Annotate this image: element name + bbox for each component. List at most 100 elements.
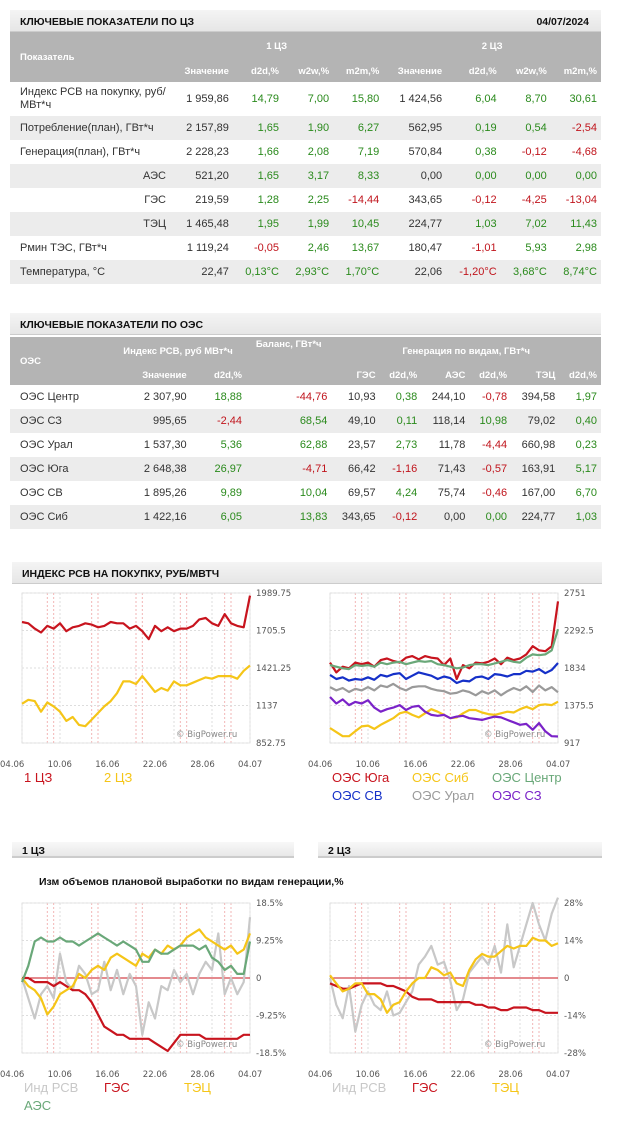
tab-1cz[interactable]: 1 ЦЗ bbox=[12, 842, 294, 858]
cell-value: 1 424,56 bbox=[399, 93, 443, 105]
x-tick-label: 22.06 bbox=[143, 760, 167, 770]
cell-value: 66,42 bbox=[331, 457, 380, 481]
y-tick-label: 0 bbox=[564, 974, 569, 984]
y-tick-label: 18.5% bbox=[256, 899, 283, 909]
legend-item: ТЭЦ bbox=[492, 1080, 519, 1095]
x-tick-label: 04.07 bbox=[238, 760, 262, 770]
y-tick-label: 1834 bbox=[564, 664, 586, 674]
x-tick-label: 16.06 bbox=[403, 1070, 427, 1080]
tab-2cz[interactable]: 2 ЦЗ bbox=[318, 842, 602, 858]
series-line-2 bbox=[329, 628, 560, 671]
cell-value: 13,67 bbox=[351, 242, 380, 254]
cell-value: -4,71 bbox=[246, 457, 332, 481]
legend-item: ОЭС Юга bbox=[332, 770, 390, 785]
table-row: ОЭС СЗ 995,65 -2,44 68,54 49,10 0,11 118,14 10,… bbox=[10, 409, 601, 433]
cell-value: 0,38 bbox=[475, 146, 497, 158]
cell-value: 0,00 bbox=[469, 505, 512, 529]
section-header-oes: КЛЮЧЕВЫЕ ПОКАЗАТЕЛИ ПО ОЭС bbox=[10, 313, 601, 335]
table-row: Рмин ТЭС, ГВт*ч 1 119,24 -0,05 2,46 13,67 180… bbox=[10, 236, 601, 260]
row-label: ОЭС Юга bbox=[10, 457, 110, 481]
x-tick-label: 22.06 bbox=[143, 1070, 167, 1080]
cell-value: -1,16 bbox=[379, 457, 422, 481]
cell-value: 0,00 bbox=[383, 164, 447, 188]
y-tick-label: 1989.75 bbox=[256, 589, 291, 599]
legend-item: 1 ЦЗ bbox=[24, 770, 53, 785]
cell-value: 10,45 bbox=[333, 212, 384, 236]
table-row: ОЭС Юга 2 648,38 26,97 -4,71 66,42 -1,16 71,43… bbox=[10, 457, 601, 481]
cell-value: 22,06 bbox=[383, 260, 447, 284]
y-tick-label: 0 bbox=[256, 974, 261, 984]
cell-value: 4,24 bbox=[395, 487, 418, 499]
cell-value: 244,10 bbox=[431, 391, 466, 403]
report-date: 04/07/2024 bbox=[536, 16, 589, 28]
cell-value: -4,68 bbox=[571, 146, 597, 158]
legend-item: ГЭС bbox=[104, 1080, 130, 1095]
x-tick-label: 16.06 bbox=[95, 760, 119, 770]
section-title: КЛЮЧЕВЫЕ ПОКАЗАТЕЛИ ПО ОЭС bbox=[20, 319, 204, 331]
row-label: Индекс РСВ на покупку, руб/МВт*ч bbox=[20, 86, 166, 111]
cell-value: 0,38 bbox=[395, 391, 418, 403]
cell-value: 219,59 bbox=[195, 194, 229, 206]
cell-value: 0,00 bbox=[500, 164, 551, 188]
row-label: АЭС bbox=[10, 164, 170, 188]
table-row: Температура, °C 22,47 0,13°C 2,93°C 1,70°C 22… bbox=[10, 260, 601, 284]
cell-value: -0,05 bbox=[253, 242, 280, 254]
cell-value: -2,44 bbox=[190, 409, 247, 433]
series-line-3 bbox=[20, 932, 252, 983]
cell-value: -14,44 bbox=[348, 194, 380, 206]
legend-item: ОЭС Урал bbox=[412, 788, 475, 803]
subcol-header: Значение bbox=[110, 365, 191, 385]
cell-value: 1,99 bbox=[283, 212, 334, 236]
table-row: ОЭС Центр 2 307,90 18,88 -44,76 10,93 0,38 244… bbox=[10, 385, 601, 409]
cell-value: 2,46 bbox=[307, 242, 330, 254]
watermark: © BigPower.ru bbox=[176, 730, 237, 740]
legend-item: ОЭС Центр bbox=[492, 770, 562, 785]
subcol-header: ГЭС bbox=[331, 365, 380, 385]
cell-value: -0,57 bbox=[469, 457, 512, 481]
y-tick-label: 28% bbox=[564, 899, 583, 909]
row-label: ГЭС bbox=[144, 194, 166, 206]
cell-value: 1,65 bbox=[232, 164, 284, 188]
x-tick-label: 28.06 bbox=[498, 760, 522, 770]
subcol-header: d2d,% bbox=[379, 365, 422, 385]
y-tick-label: -18.5% bbox=[256, 1049, 286, 1059]
x-tick-label: 10.06 bbox=[356, 1070, 380, 1080]
group-header-generation: Генерация по видам, ГВт*ч bbox=[331, 337, 601, 365]
cell-value: -0,12 bbox=[471, 194, 497, 206]
series-line-5 bbox=[329, 696, 559, 738]
table-row: ОЭС Урал 1 537,30 5,36 62,88 23,57 2,73 11,78 -… bbox=[10, 433, 601, 457]
series-line-1 bbox=[21, 664, 251, 728]
cell-value: 1 537,30 bbox=[143, 439, 187, 451]
cell-value: 5,36 bbox=[220, 439, 243, 451]
cell-value: -2,54 bbox=[550, 116, 601, 140]
cell-value: 7,19 bbox=[357, 146, 380, 158]
cell-value: 167,00 bbox=[521, 487, 556, 499]
row-label: ОЭС СВ bbox=[20, 487, 63, 499]
cell-value: 0,13°C bbox=[232, 260, 284, 284]
cell-value: 1,66 bbox=[257, 146, 280, 158]
cell-value: 2 648,38 bbox=[110, 457, 191, 481]
legend-item: ОЭС СЗ bbox=[492, 788, 542, 803]
cell-value: 2 228,23 bbox=[186, 146, 229, 158]
cell-value: 1 895,26 bbox=[143, 487, 187, 499]
cell-value: 2 307,90 bbox=[143, 391, 187, 403]
cell-value: 394,58 bbox=[521, 391, 556, 403]
cell-value: 2 157,89 bbox=[170, 116, 233, 140]
cell-value: 3,68°C bbox=[500, 260, 551, 284]
cell-value: -0,46 bbox=[481, 487, 508, 499]
cell-value: 11,78 bbox=[438, 439, 466, 451]
subcol-header: ТЭЦ bbox=[511, 365, 560, 385]
cell-value: 2,08 bbox=[307, 146, 330, 158]
table-row: ОЭС Сиб 1 422,16 6,05 13,83 343,65 -0,12 0,00 0… bbox=[10, 505, 601, 529]
cell-value: 0,23 bbox=[575, 439, 597, 451]
y-tick-label: 852.75 bbox=[256, 739, 286, 749]
x-tick-label: 16.06 bbox=[403, 760, 427, 770]
cell-value: 180,47 bbox=[408, 242, 443, 254]
subcol-header: d2d,% bbox=[446, 60, 501, 82]
legend-gen-2cz: Инд РСВ ГЭС ТЭЦ bbox=[308, 1080, 608, 1125]
table-row: Генерация(план), ГВт*ч 2 228,23 1,66 2,08 7,… bbox=[10, 140, 601, 164]
cell-value: 22,47 bbox=[170, 260, 233, 284]
cell-value: 10,04 bbox=[299, 487, 328, 499]
x-tick-label: 16.06 bbox=[95, 1070, 119, 1080]
x-tick-label: 04.07 bbox=[546, 760, 570, 770]
